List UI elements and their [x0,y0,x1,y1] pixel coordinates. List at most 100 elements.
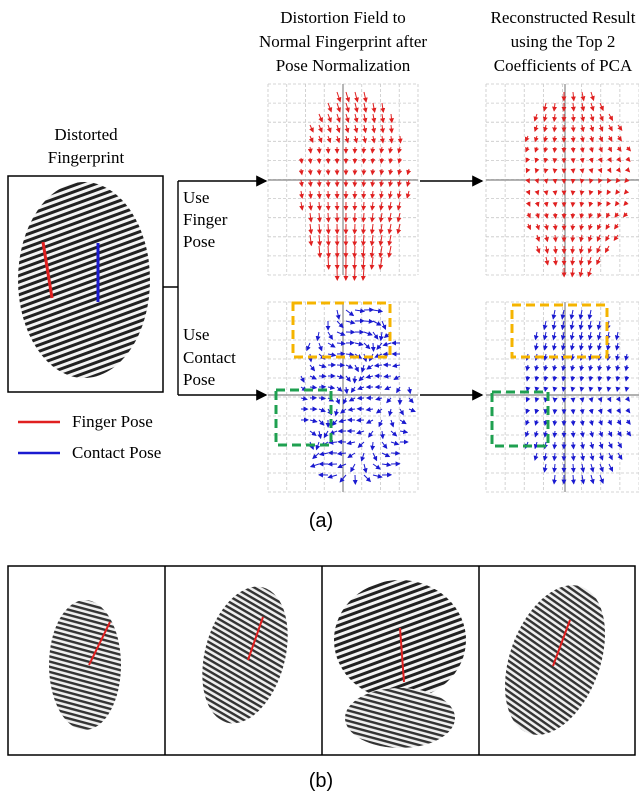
vector [355,365,358,371]
vector [391,125,392,132]
vector [346,114,348,122]
vector [589,246,591,253]
vector [528,213,530,218]
vector [382,453,389,457]
vector [332,420,337,425]
vector [355,92,357,102]
vector [597,257,600,264]
vector [627,420,630,424]
vector [377,343,382,349]
vector [389,202,391,210]
vector [573,475,574,484]
vector [546,191,547,195]
vector [528,202,530,206]
vector [319,420,324,425]
vector [606,235,609,241]
vector [367,365,373,369]
vector [337,387,342,391]
vector [591,136,593,141]
vector [535,332,537,339]
vector [301,398,307,399]
vector [408,169,409,174]
vector [589,213,591,218]
field-panel [268,84,418,280]
vector [546,257,548,265]
vector [591,169,592,173]
vector [382,442,387,448]
vector [554,365,555,370]
field-panel [268,302,418,492]
row-label: Pose [183,232,215,251]
vector [572,257,573,265]
vector [573,453,574,460]
vector [554,136,555,142]
vector [391,420,393,427]
vector [389,246,391,257]
vector [609,431,612,436]
vector [373,464,380,469]
header-line: Normal Fingerprint after [259,32,427,51]
vector [372,246,373,257]
vector [527,398,528,402]
vector [389,224,391,233]
vector [372,191,373,198]
vector [627,147,630,151]
vector [367,420,373,423]
vector [301,191,302,198]
vector [319,125,322,132]
vector [572,387,573,391]
vector [582,464,583,472]
vector [607,202,609,206]
vector [346,365,352,368]
vector [344,398,346,404]
vector [389,213,391,222]
vector [582,158,583,162]
vector [609,136,612,141]
vector [554,343,555,350]
vector [391,136,392,143]
vector [617,343,618,350]
vector [616,332,618,339]
vector [526,169,528,172]
vector [527,387,528,391]
vector [535,442,537,448]
vector [391,114,392,122]
vector [381,158,382,163]
vector [536,365,537,370]
vector [346,136,348,142]
vector [608,376,609,381]
vector [382,114,383,122]
vector [563,365,564,370]
vector [355,310,364,311]
vector [346,92,349,102]
vector [349,409,355,410]
vector [609,158,611,162]
vector [573,125,574,131]
vector [319,213,320,222]
row-label: Contact [183,348,236,367]
vector [537,202,538,206]
field-panels [268,84,639,492]
vector [535,114,537,121]
vector [615,224,618,229]
vector [609,169,611,172]
vector [354,257,355,269]
vector [615,213,618,217]
vector [319,147,320,153]
vector [390,180,391,186]
vector [589,332,591,339]
vector [581,213,582,218]
vector [310,158,311,163]
vector [546,213,547,218]
vector [381,332,382,340]
vector [527,376,528,381]
vector [363,202,364,210]
vector [375,365,382,366]
vector [545,158,546,162]
vector [582,114,583,121]
vector [624,213,627,217]
vector [609,464,613,471]
vector [609,420,611,425]
vector [591,147,593,152]
vector [526,420,528,425]
